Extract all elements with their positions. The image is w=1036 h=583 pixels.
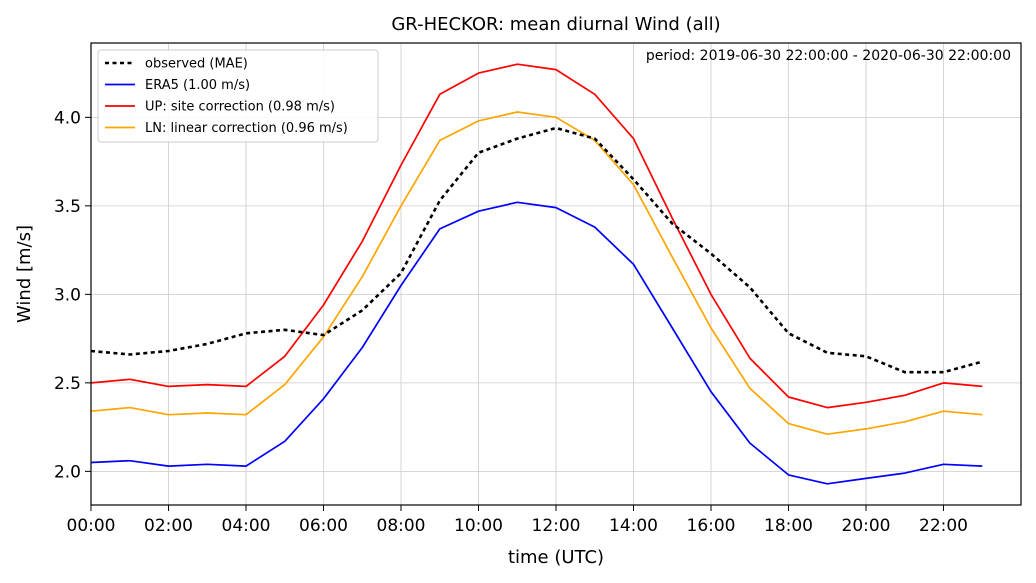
legend-label-2: UP: site correction (0.98 m/s) bbox=[145, 100, 335, 115]
legend-label-1: ERA5 (1.00 m/s) bbox=[145, 78, 250, 93]
x-tick-label: 06:00 bbox=[299, 516, 348, 536]
y-tick-label: 3.0 bbox=[54, 285, 81, 305]
series-line-2 bbox=[90, 63, 983, 409]
x-tick-label: 00:00 bbox=[67, 516, 116, 536]
y-tick-label: 2.0 bbox=[54, 462, 81, 482]
x-tick-label: 12:00 bbox=[532, 516, 581, 536]
legend: observed (MAE) ERA5 (1.00 m/s) UP: site co… bbox=[97, 49, 379, 143]
y-tick-label: 2.5 bbox=[54, 374, 81, 394]
legend-label-0: observed (MAE) bbox=[145, 57, 248, 72]
x-tick-label: 20:00 bbox=[842, 516, 891, 536]
x-tick-label: 14:00 bbox=[609, 516, 658, 536]
legend-items: observed (MAE) ERA5 (1.00 m/s) UP: site co… bbox=[105, 57, 348, 136]
legend-box bbox=[97, 49, 379, 143]
series-line-3 bbox=[90, 111, 983, 436]
x-tick-label: 18:00 bbox=[764, 516, 813, 536]
x-tick-label: 04:00 bbox=[222, 516, 271, 536]
x-tick-label: 22:00 bbox=[919, 516, 968, 536]
x-axis-ticks: 00:00 02:00 04:00 06:00 08:00 10:00 12:00 14:00… bbox=[67, 505, 968, 536]
x-tick-label: 08:00 bbox=[377, 516, 426, 536]
period-annotation: period: 2019-06-30 22:00:00 - 2020-06-30… bbox=[646, 48, 1011, 64]
chart-title: GR-HECKOR: mean diurnal Wind (all) bbox=[391, 14, 720, 35]
y-tick-label: 3.5 bbox=[54, 197, 81, 217]
series-layer bbox=[90, 63, 983, 485]
series-line-1 bbox=[90, 201, 983, 485]
legend-label-3: LN: linear correction (0.96 m/s) bbox=[145, 121, 348, 136]
y-axis-label: Wind [m/s] bbox=[14, 225, 35, 323]
x-tick-label: 10:00 bbox=[454, 516, 503, 536]
y-axis-ticks: 2.0 2.5 3.0 3.5 4.0 bbox=[54, 108, 91, 482]
series-line-0 bbox=[90, 126, 983, 374]
x-tick-label: 02:00 bbox=[144, 516, 193, 536]
x-axis-label: time (UTC) bbox=[508, 547, 604, 568]
x-tick-label: 16:00 bbox=[687, 516, 736, 536]
y-tick-label: 4.0 bbox=[54, 108, 81, 128]
grid-lines bbox=[90, 43, 1021, 505]
